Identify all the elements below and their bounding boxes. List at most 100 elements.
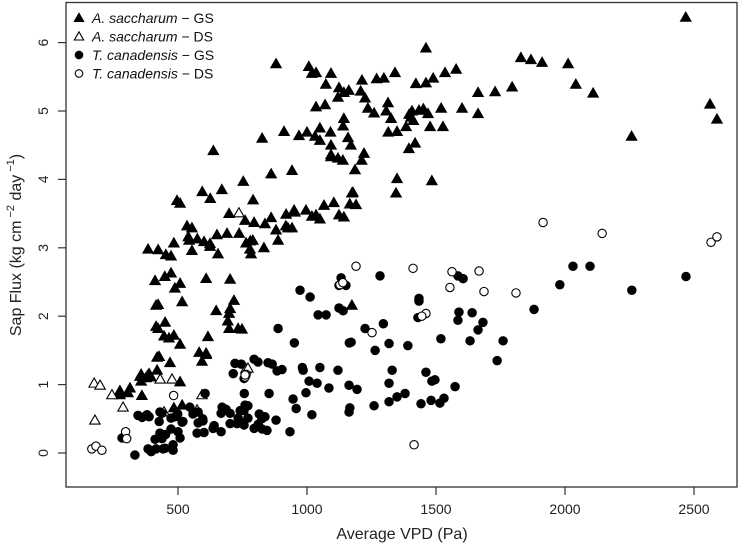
filled-circle-marker <box>236 359 246 369</box>
filled-circle-marker <box>333 365 343 375</box>
filled-circle-marker <box>277 364 287 375</box>
filled-circle-marker <box>681 271 691 282</box>
filled-triangle-marker <box>344 138 358 150</box>
filled-circle-marker <box>168 445 178 456</box>
legend-label: T. canadensis − DS <box>92 66 213 82</box>
open-circle-marker <box>447 266 457 277</box>
filled-circle-marker <box>285 427 295 437</box>
filled-circle-marker <box>312 378 322 388</box>
filled-triangle-marker <box>389 186 403 198</box>
filled-circle-marker <box>154 416 164 427</box>
filled-triangle-marker <box>318 98 332 110</box>
filled-triangle-marker <box>292 129 306 141</box>
filled-circle-marker <box>416 399 426 409</box>
filled-triangle-marker <box>309 100 323 112</box>
filled-triangle-marker <box>232 227 246 238</box>
filled-circle-marker <box>346 337 356 347</box>
filled-triangle-marker <box>419 41 433 53</box>
filled-circle-marker <box>529 304 539 315</box>
filled-triangle-marker <box>561 57 575 69</box>
filled-circle-marker <box>387 365 397 375</box>
y-axis-title: Sap Flux (kg cm−2 day−1) <box>5 154 25 336</box>
filled-triangle-marker <box>168 281 182 293</box>
filled-triangle-marker <box>337 112 351 123</box>
open-circle-marker <box>409 440 419 450</box>
filled-circle-marker <box>321 310 331 320</box>
filled-circle-marker <box>239 388 250 399</box>
filled-triangle-marker <box>313 212 327 224</box>
open-circle-marker <box>74 69 84 78</box>
filled-triangle-marker <box>455 101 469 113</box>
filled-triangle-marker <box>514 51 528 63</box>
filled-circle-marker <box>288 394 298 404</box>
filled-circle-marker <box>453 315 463 326</box>
filled-triangle-marker <box>196 185 209 197</box>
filled-triangle-marker <box>264 211 278 223</box>
filled-triangle-marker <box>135 389 149 400</box>
filled-triangle-marker <box>377 71 391 83</box>
filled-triangle-marker <box>332 208 346 220</box>
filled-triangle-marker <box>227 294 241 305</box>
open-circle-marker <box>712 232 722 242</box>
filled-triangle-marker <box>425 174 439 186</box>
filled-circle-marker <box>175 433 185 443</box>
filled-circle-marker <box>313 310 323 320</box>
filled-triangle-marker <box>357 147 371 158</box>
filled-triangle-marker <box>355 73 369 85</box>
filled-circle-marker <box>375 271 385 281</box>
filled-triangle-marker <box>341 131 355 143</box>
filled-triangle-marker <box>153 350 166 362</box>
filled-triangle-marker <box>471 86 485 97</box>
open-circle-marker <box>445 282 455 293</box>
filled-circle-marker <box>627 285 637 295</box>
filled-triangle-marker <box>175 295 189 307</box>
filled-circle-marker <box>160 429 171 440</box>
open-circle-marker <box>538 217 548 228</box>
filled-circle-marker <box>304 376 314 386</box>
filled-triangle-marker <box>141 242 155 254</box>
legend-item: A. saccharum − DS <box>73 29 213 45</box>
legend-label: A. saccharum − GS <box>91 10 214 26</box>
filled-triangle-marker <box>211 247 225 259</box>
filled-triangle-marker <box>277 125 291 136</box>
legend-label: T. canadensis − GS <box>92 47 214 63</box>
filled-triangle-marker <box>150 363 164 375</box>
filled-triangle-marker <box>175 398 189 410</box>
x-tick-label: 1000 <box>291 501 322 517</box>
filled-circle-marker <box>392 392 402 402</box>
filled-triangle-marker <box>488 85 502 97</box>
filled-triangle-marker <box>505 80 519 92</box>
filled-triangle-marker <box>408 136 422 148</box>
filled-triangle-marker <box>380 104 393 116</box>
x-tick-label: 2500 <box>678 501 709 517</box>
filled-triangle-marker <box>258 217 272 229</box>
filled-triangle-marker <box>173 277 187 288</box>
y-axis: 0 1 2 3 4 5 6 <box>35 38 66 457</box>
filled-circle-marker <box>435 398 445 408</box>
filled-triangle-marker <box>390 125 404 136</box>
filled-circle-marker <box>150 434 160 445</box>
filled-circle-marker <box>216 427 226 437</box>
filled-circle-marker <box>209 422 219 433</box>
legend-item: T. canadensis − DS <box>74 66 213 82</box>
filled-triangle-marker <box>210 228 224 240</box>
filled-triangle-marker <box>173 337 187 349</box>
filled-triangle-marker <box>423 120 437 132</box>
filled-triangle-marker <box>308 129 322 141</box>
filled-circle-marker <box>264 388 274 399</box>
filled-circle-marker <box>403 340 413 351</box>
series-circle-open <box>87 217 722 456</box>
filled-circle-marker <box>289 338 300 348</box>
filled-triangle-marker <box>269 57 283 69</box>
filled-triangle-marker <box>317 199 331 210</box>
plot-frame <box>65 1 738 488</box>
filled-triangle-marker <box>390 172 404 184</box>
filled-circle-marker <box>370 345 380 356</box>
filled-circle-marker <box>295 285 305 295</box>
filled-triangle-marker <box>204 192 217 204</box>
filled-triangle-marker <box>345 186 359 198</box>
filled-triangle-marker <box>355 153 368 165</box>
filled-circle-marker <box>253 357 263 367</box>
legend: A. saccharum − GS A. saccharum − DS T. can… <box>73 10 214 82</box>
filled-triangle-marker <box>703 97 717 109</box>
